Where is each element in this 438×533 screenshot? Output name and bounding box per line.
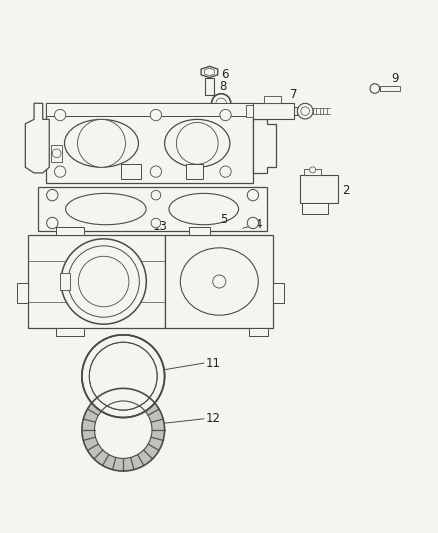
Bar	[300, 175, 338, 204]
Text: 6: 6	[222, 68, 229, 80]
Bar	[186, 164, 203, 179]
Circle shape	[213, 275, 226, 288]
Ellipse shape	[165, 119, 230, 167]
Ellipse shape	[180, 248, 258, 315]
Bar	[56, 328, 84, 336]
Circle shape	[151, 218, 161, 228]
Polygon shape	[205, 68, 214, 76]
Bar	[304, 168, 321, 175]
Bar	[28, 235, 273, 328]
Bar	[39, 187, 267, 231]
Bar	[253, 103, 294, 119]
Circle shape	[150, 109, 162, 120]
Bar	[380, 86, 400, 91]
Circle shape	[177, 123, 218, 164]
Bar	[56, 227, 84, 235]
Circle shape	[82, 335, 165, 417]
Circle shape	[89, 342, 157, 410]
Circle shape	[297, 103, 313, 119]
Text: 11: 11	[206, 357, 221, 369]
Circle shape	[301, 107, 310, 116]
Bar	[60, 273, 70, 290]
Circle shape	[78, 256, 129, 307]
Circle shape	[78, 119, 125, 167]
Ellipse shape	[66, 193, 146, 225]
Circle shape	[216, 98, 226, 109]
Circle shape	[247, 217, 258, 229]
Text: 12: 12	[206, 413, 221, 425]
Bar	[205, 78, 214, 95]
Text: 7: 7	[290, 88, 297, 101]
Circle shape	[47, 189, 58, 201]
Circle shape	[68, 246, 139, 317]
Text: 4: 4	[254, 218, 262, 231]
Circle shape	[95, 401, 152, 458]
Circle shape	[212, 94, 231, 113]
Polygon shape	[253, 119, 276, 173]
Circle shape	[310, 167, 316, 173]
Circle shape	[247, 189, 258, 201]
Bar	[273, 284, 284, 303]
Circle shape	[47, 217, 58, 229]
Text: 13: 13	[153, 220, 168, 232]
Text: 1: 1	[114, 141, 121, 154]
Circle shape	[54, 109, 66, 120]
Ellipse shape	[169, 193, 239, 225]
Polygon shape	[25, 103, 49, 173]
Bar	[302, 204, 328, 214]
Bar	[250, 328, 268, 336]
Bar	[28, 235, 165, 328]
Bar	[264, 96, 281, 103]
Circle shape	[54, 166, 66, 177]
Polygon shape	[201, 66, 218, 78]
Circle shape	[61, 239, 146, 324]
Circle shape	[220, 166, 231, 177]
Bar	[41, 103, 276, 182]
Ellipse shape	[82, 389, 165, 471]
Circle shape	[52, 149, 61, 158]
Bar	[51, 145, 62, 161]
Bar	[46, 103, 253, 182]
Text: 8: 8	[219, 80, 226, 93]
Text: 9: 9	[391, 72, 399, 85]
Text: 2: 2	[342, 184, 350, 197]
Text: 5: 5	[220, 213, 227, 225]
Bar	[189, 227, 210, 235]
Ellipse shape	[64, 119, 138, 167]
Circle shape	[150, 166, 162, 177]
Bar	[17, 284, 28, 303]
Ellipse shape	[82, 335, 165, 417]
Circle shape	[151, 190, 161, 200]
Bar	[247, 105, 253, 117]
Bar	[165, 235, 273, 328]
Bar	[121, 164, 141, 179]
Bar	[46, 103, 253, 116]
Circle shape	[370, 84, 380, 93]
Circle shape	[89, 342, 157, 410]
Circle shape	[220, 109, 231, 120]
